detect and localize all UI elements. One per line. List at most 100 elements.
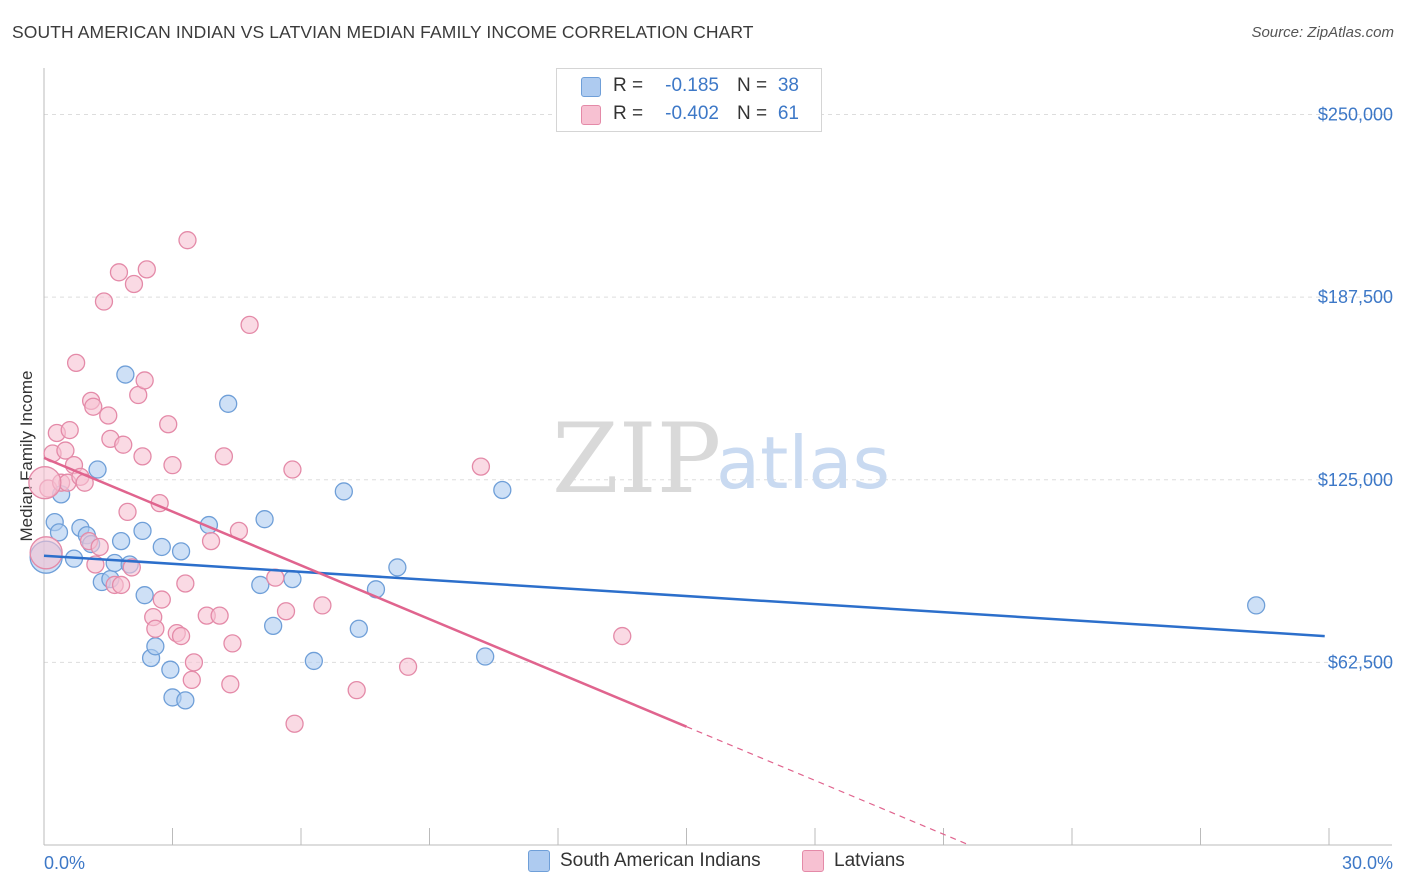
- point-south-american-indian: [334, 482, 353, 501]
- legend: R = -0.185 N = 38 R = -0.402 N = 61: [556, 68, 822, 132]
- point-latvian: [285, 714, 304, 733]
- x-tick-label-min: 0.0%: [44, 853, 85, 873]
- point-latvian: [28, 466, 62, 500]
- point-latvian: [133, 447, 152, 466]
- point-south-american-indian: [88, 460, 107, 479]
- x-axis-ticks: [172, 828, 1330, 845]
- point-south-american-indian: [176, 691, 195, 710]
- point-latvian: [90, 537, 109, 557]
- point-south-american-indian: [1247, 596, 1266, 615]
- point-latvian: [276, 602, 296, 621]
- point-latvian: [176, 574, 195, 593]
- point-latvian: [146, 619, 165, 638]
- watermark-atlas: atlas: [716, 421, 890, 505]
- point-south-american-indian: [476, 647, 495, 666]
- scatter-points: [28, 231, 1266, 733]
- legend-r-label: R =: [613, 103, 644, 124]
- bottom-legend-south-american-indians: South American Indians: [528, 850, 761, 878]
- point-latvian: [210, 606, 229, 625]
- legend-n-label: N =: [737, 75, 768, 96]
- point-south-american-indian: [349, 619, 368, 638]
- point-south-american-indian: [264, 616, 283, 636]
- point-latvian: [313, 596, 332, 615]
- point-latvian: [240, 315, 259, 335]
- point-latvian: [29, 536, 63, 570]
- point-latvian: [283, 460, 302, 479]
- point-south-american-indian: [255, 510, 274, 529]
- trendlines: [43, 456, 1325, 846]
- point-latvian: [214, 447, 234, 466]
- y-tick-label: $250,000: [1318, 105, 1393, 125]
- y-tick-label: $187,500: [1318, 287, 1393, 307]
- point-latvian: [152, 590, 171, 609]
- legend-r-value: -0.402: [665, 103, 719, 124]
- point-latvian: [398, 657, 418, 676]
- point-south-american-indian: [251, 575, 270, 595]
- y-tick-label: $62,500: [1328, 652, 1393, 672]
- point-latvian: [613, 626, 632, 646]
- legend-n-value: 61: [777, 103, 799, 124]
- point-south-american-indian: [152, 537, 171, 557]
- legend-n-value: 38: [777, 75, 799, 96]
- grid-lines: [44, 114, 1392, 663]
- point-south-american-indian: [283, 569, 302, 589]
- legend-swatch-pink: [581, 105, 601, 125]
- bottom-legend-label: South American Indians: [560, 850, 761, 872]
- point-south-american-indian: [171, 542, 191, 561]
- legend-r-label: R =: [613, 75, 644, 96]
- point-latvian: [163, 456, 182, 475]
- point-latvian: [178, 231, 197, 250]
- legend-r-value: -0.185: [665, 75, 719, 96]
- point-latvian: [184, 653, 204, 672]
- legend-row-south-american-indians: R = -0.185 N = 38: [557, 73, 821, 101]
- y-axis-label: Median Family Income: [17, 370, 36, 541]
- point-south-american-indian: [105, 553, 124, 573]
- point-latvian: [109, 263, 129, 282]
- x-tick-label-max: 30.0%: [1342, 853, 1393, 873]
- bottom-legend-label: Latvians: [834, 850, 905, 872]
- point-latvian: [201, 531, 221, 551]
- bottom-legend-latvians: Latvians: [802, 850, 905, 878]
- point-south-american-indian: [219, 394, 238, 413]
- y-tick-labels: $62,500 $125,000 $187,500 $250,000: [1318, 105, 1393, 673]
- point-latvian: [135, 371, 154, 390]
- point-south-american-indian: [388, 558, 407, 577]
- point-latvian: [94, 292, 114, 311]
- point-latvian: [124, 274, 144, 294]
- point-south-american-indian: [111, 531, 131, 551]
- bottom-legend-swatch-pink: [802, 850, 824, 872]
- point-latvian: [347, 680, 366, 700]
- point-south-american-indian: [161, 660, 180, 679]
- point-latvian: [182, 670, 201, 690]
- point-south-american-indian: [133, 521, 152, 541]
- point-latvian: [223, 634, 242, 653]
- point-latvian: [118, 502, 137, 522]
- bottom-legend-swatch-blue: [528, 850, 550, 872]
- legend-n-label: N =: [737, 103, 768, 124]
- point-latvian: [60, 420, 79, 440]
- point-south-american-indian: [304, 651, 324, 671]
- point-latvian: [111, 575, 131, 595]
- point-latvian: [84, 397, 103, 416]
- point-latvian: [66, 353, 86, 373]
- trendline-latvians-extension: [686, 726, 970, 846]
- chart-title: SOUTH AMERICAN INDIAN VS LATVIAN MEDIAN …: [12, 22, 754, 42]
- point-latvian: [159, 415, 178, 434]
- point-south-american-indian: [135, 586, 154, 605]
- point-latvian: [114, 435, 133, 454]
- point-latvian: [471, 457, 491, 476]
- trendline-latvians: [43, 456, 687, 728]
- point-south-american-indian: [49, 523, 69, 542]
- y-tick-label: $125,000: [1318, 470, 1393, 490]
- legend-row-latvians: R = -0.402 N = 61: [557, 101, 821, 129]
- point-latvian: [99, 406, 118, 425]
- watermark-zip: ZIP: [552, 403, 721, 515]
- point-latvian: [171, 626, 191, 646]
- point-latvian: [56, 441, 75, 460]
- point-south-american-indian: [493, 480, 512, 500]
- point-latvian: [137, 260, 156, 279]
- point-south-american-indian: [116, 365, 135, 384]
- point-latvian: [122, 558, 141, 577]
- legend-swatch-blue: [581, 77, 601, 97]
